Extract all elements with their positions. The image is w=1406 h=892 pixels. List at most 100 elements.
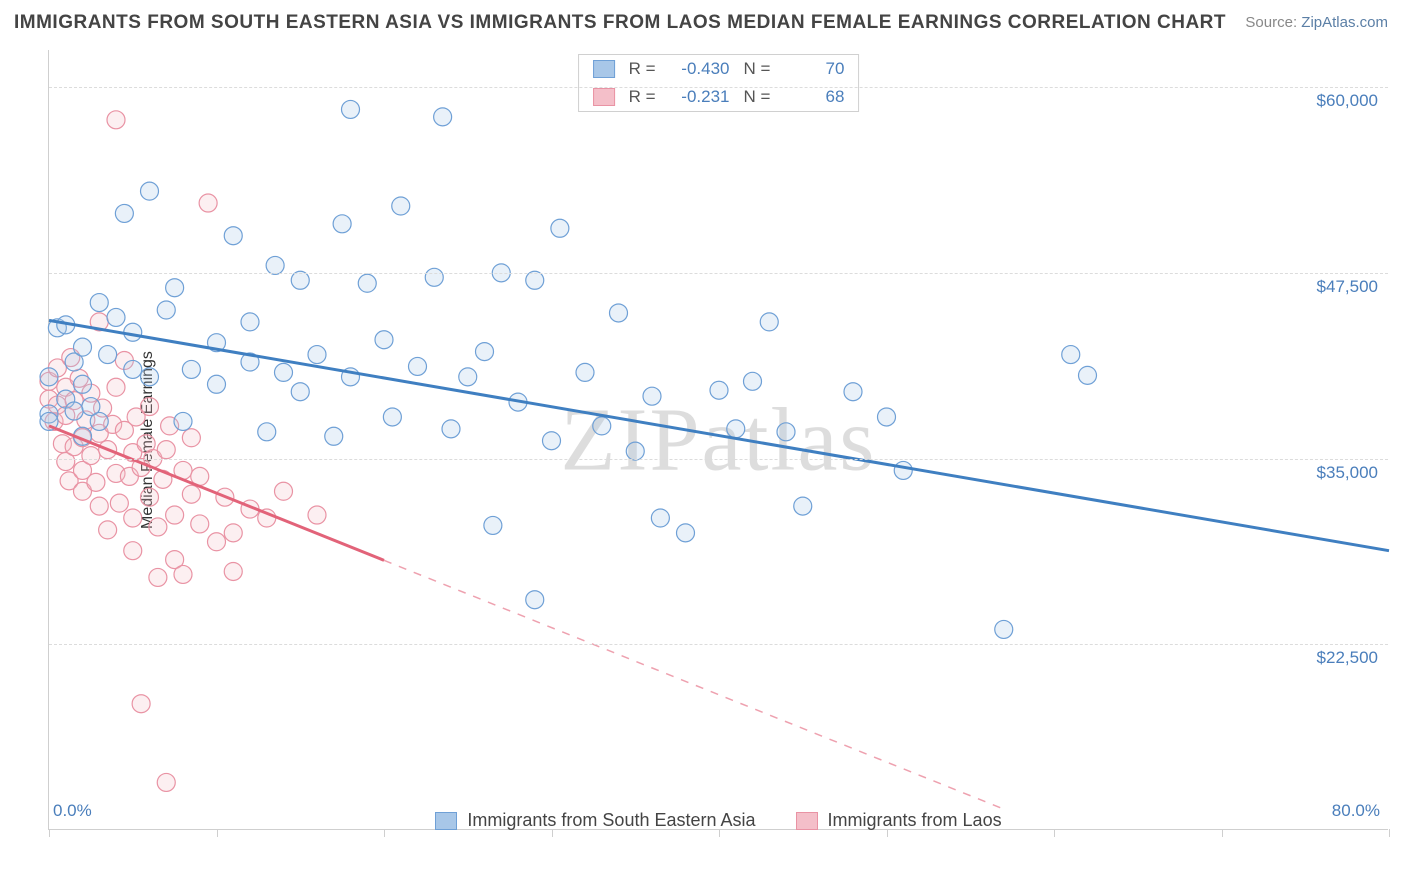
data-point xyxy=(74,375,92,393)
data-point xyxy=(777,423,795,441)
data-point xyxy=(110,494,128,512)
data-point xyxy=(744,372,762,390)
data-point xyxy=(526,271,544,289)
data-point xyxy=(157,773,175,791)
data-point xyxy=(643,387,661,405)
data-point xyxy=(74,338,92,356)
data-point xyxy=(115,204,133,222)
legend-label-1: Immigrants from Laos xyxy=(828,810,1002,831)
data-point xyxy=(995,620,1013,638)
data-point xyxy=(651,509,669,527)
data-point xyxy=(141,398,159,416)
data-point xyxy=(1062,346,1080,364)
data-point xyxy=(182,485,200,503)
data-point xyxy=(275,482,293,500)
data-point xyxy=(392,197,410,215)
data-point xyxy=(99,521,117,539)
data-point xyxy=(107,378,125,396)
data-point xyxy=(82,447,100,465)
data-point xyxy=(149,568,167,586)
x-tick xyxy=(1222,829,1223,837)
data-point xyxy=(593,417,611,435)
source-link[interactable]: ZipAtlas.com xyxy=(1301,14,1388,31)
data-point xyxy=(182,360,200,378)
data-point xyxy=(409,357,427,375)
data-point xyxy=(333,215,351,233)
gridline xyxy=(49,273,1388,274)
data-point xyxy=(191,515,209,533)
legend-item-0: Immigrants from South Eastern Asia xyxy=(435,810,755,831)
data-point xyxy=(99,346,117,364)
data-point xyxy=(342,100,360,118)
data-point xyxy=(40,368,58,386)
data-point xyxy=(308,506,326,524)
y-tick-label: $22,500 xyxy=(1317,648,1378,668)
plot-area: Median Female Earnings ZIPatlas R = -0.4… xyxy=(48,50,1388,830)
data-point xyxy=(224,227,242,245)
data-point xyxy=(894,461,912,479)
y-tick-label: $60,000 xyxy=(1317,91,1378,111)
data-point xyxy=(149,518,167,536)
data-point xyxy=(543,432,561,450)
data-point xyxy=(308,346,326,364)
y-tick-label: $47,500 xyxy=(1317,277,1378,297)
data-point xyxy=(358,274,376,292)
gridline xyxy=(49,459,1388,460)
data-point xyxy=(141,488,159,506)
data-point xyxy=(174,412,192,430)
data-point xyxy=(844,383,862,401)
data-point xyxy=(224,524,242,542)
data-point xyxy=(425,268,443,286)
bottom-legend: Immigrants from South Eastern Asia Immig… xyxy=(49,810,1388,831)
data-point xyxy=(166,506,184,524)
data-point xyxy=(124,509,142,527)
x-tick xyxy=(217,829,218,837)
x-tick xyxy=(552,829,553,837)
data-point xyxy=(626,442,644,460)
data-point xyxy=(141,368,159,386)
data-point xyxy=(107,308,125,326)
x-tick xyxy=(719,829,720,837)
data-point xyxy=(241,313,259,331)
chart-title: IMMIGRANTS FROM SOUTH EASTERN ASIA VS IM… xyxy=(14,12,1226,34)
data-point xyxy=(65,402,83,420)
data-point xyxy=(526,591,544,609)
data-point xyxy=(375,331,393,349)
data-point xyxy=(90,294,108,312)
gridline xyxy=(49,87,1388,88)
data-point xyxy=(710,381,728,399)
data-point xyxy=(258,423,276,441)
data-point xyxy=(476,343,494,361)
data-point xyxy=(275,363,293,381)
data-point xyxy=(141,182,159,200)
chart-svg xyxy=(49,50,1388,829)
data-point xyxy=(124,360,142,378)
y-tick-label: $35,000 xyxy=(1317,463,1378,483)
data-point xyxy=(166,279,184,297)
data-point xyxy=(291,271,309,289)
trend-line-extrapolated xyxy=(384,560,1004,809)
gridline xyxy=(49,644,1388,645)
data-point xyxy=(1079,366,1097,384)
source-attribution: Source: ZipAtlas.com xyxy=(1245,14,1388,31)
data-point xyxy=(266,256,284,274)
data-point xyxy=(90,497,108,515)
data-point xyxy=(124,542,142,560)
data-point xyxy=(727,420,745,438)
data-point xyxy=(551,219,569,237)
data-point xyxy=(878,408,896,426)
data-point xyxy=(794,497,812,515)
legend-item-1: Immigrants from Laos xyxy=(796,810,1002,831)
data-point xyxy=(132,695,150,713)
legend-swatch-1 xyxy=(796,812,818,830)
x-tick xyxy=(384,829,385,837)
x-tick xyxy=(1389,829,1390,837)
legend-label-0: Immigrants from South Eastern Asia xyxy=(467,810,755,831)
data-point xyxy=(157,301,175,319)
data-point xyxy=(224,562,242,580)
data-point xyxy=(677,524,695,542)
data-point xyxy=(174,565,192,583)
data-point xyxy=(459,368,477,386)
data-point xyxy=(434,108,452,126)
data-point xyxy=(442,420,460,438)
